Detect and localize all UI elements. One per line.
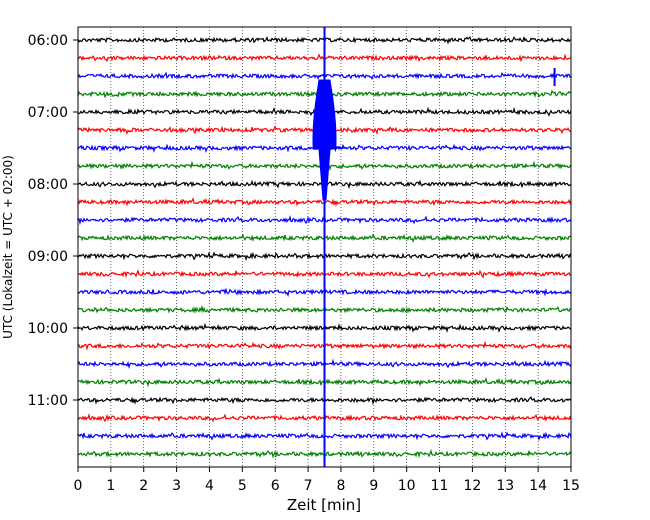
y-tick-label: 07:00 xyxy=(28,105,68,121)
x-tick-label: 7 xyxy=(304,478,313,494)
x-tick-label: 9 xyxy=(369,478,378,494)
x-tick-label: 3 xyxy=(172,478,181,494)
y-axis: 06:00 07:00 08:00 09:00 10:00 11:00 xyxy=(28,33,78,409)
x-tick-label: 14 xyxy=(529,478,547,494)
x-tick-label: 8 xyxy=(336,478,345,494)
y-tick-label: 10:00 xyxy=(28,321,68,337)
x-tick-label: 11 xyxy=(431,478,449,494)
x-tick-label: 15 xyxy=(562,478,580,494)
y-tick-label: 06:00 xyxy=(28,33,68,49)
event-signal xyxy=(312,27,556,467)
x-tick-label: 6 xyxy=(271,478,280,494)
y-axis-label: UTC (Lokalzeit = UTC + 02:00) xyxy=(1,155,15,339)
y-tick-label: 09:00 xyxy=(28,249,68,265)
x-tick-label: 12 xyxy=(463,478,481,494)
x-axis-label: Zeit [min] xyxy=(287,496,361,514)
plot-frame xyxy=(77,26,572,468)
y-tick-label: 08:00 xyxy=(28,177,68,193)
x-tick-label: 2 xyxy=(139,478,148,494)
x-axis: 0 1 2 3 4 5 6 7 8 9 10 11 12 13 14 15 xyxy=(74,467,580,494)
x-tick-label: 10 xyxy=(398,478,416,494)
x-tick-label: 5 xyxy=(238,478,247,494)
y-tick-label: 11:00 xyxy=(28,393,68,409)
x-tick-label: 4 xyxy=(205,478,214,494)
event-coda xyxy=(323,140,347,153)
x-tick-label: 1 xyxy=(106,478,115,494)
x-tick-label: 13 xyxy=(496,478,514,494)
x-tick-label: 0 xyxy=(74,478,83,494)
